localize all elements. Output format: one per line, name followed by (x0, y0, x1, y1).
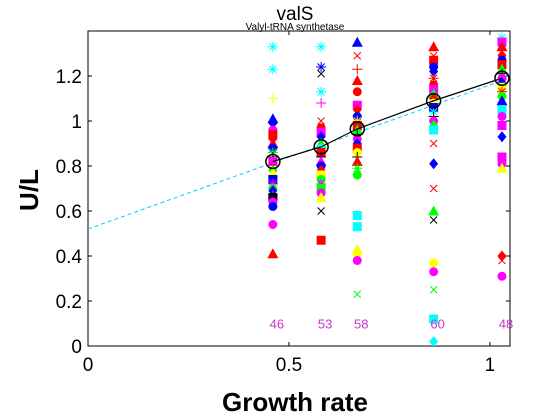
y-tick-label: 0.8 (56, 157, 82, 178)
data-point (351, 75, 363, 85)
data-point (352, 87, 362, 97)
data-region (88, 32, 510, 346)
data-point (352, 222, 362, 232)
x-tick-label: 0.5 (276, 355, 302, 376)
data-point (429, 125, 439, 135)
data-point (352, 211, 362, 220)
data-point (352, 249, 362, 259)
data-point (497, 105, 507, 115)
data-point (315, 192, 327, 202)
data-point (268, 202, 278, 211)
data-point (497, 152, 507, 162)
mean-marker (265, 153, 281, 170)
data-point (353, 290, 362, 299)
data-point (352, 64, 363, 75)
data-point (351, 156, 363, 166)
y-tick-label: 0.2 (56, 292, 82, 313)
data-point (316, 235, 326, 245)
data-point (429, 336, 439, 346)
x-axis-label: Growth rate (222, 387, 368, 417)
data-point (429, 184, 438, 193)
y-tick-label: 0.4 (56, 247, 83, 268)
data-point (497, 131, 507, 143)
data-point (268, 117, 278, 129)
sample-count-label: 53 (318, 317, 332, 332)
mean-marker (313, 139, 329, 155)
data-point (496, 95, 508, 106)
data-point (429, 139, 438, 148)
data-point (496, 162, 508, 173)
data-point (316, 41, 327, 52)
chart-title: valS (277, 4, 314, 25)
data-point (267, 93, 278, 104)
data-point (498, 256, 506, 265)
y-tick-label: 0 (71, 337, 82, 358)
data-point (429, 158, 439, 170)
y-tick-label: 0.6 (56, 202, 82, 223)
data-point (429, 314, 439, 324)
data-point (428, 73, 439, 84)
data-point (429, 55, 439, 65)
data-point (316, 86, 327, 97)
data-point (352, 256, 362, 265)
data-point (429, 216, 438, 224)
data-point (428, 41, 440, 52)
data-point (429, 66, 439, 77)
data-point (353, 51, 362, 60)
sample-count-label: 58 (354, 317, 368, 332)
mean-curve (272, 77, 503, 163)
data-point (497, 121, 507, 130)
data-point (317, 117, 325, 125)
data-point (352, 163, 363, 174)
data-point (429, 267, 439, 277)
data-point (429, 258, 439, 268)
chart-subtitle: Valyl-tRNA synthetase (246, 22, 345, 33)
plot-frame (87, 30, 511, 347)
data-point (497, 112, 507, 121)
data-point (267, 179, 278, 189)
data-point (317, 69, 325, 78)
data-point (352, 170, 362, 180)
data-point (497, 271, 507, 281)
data-point (267, 248, 279, 259)
sample-count-label: 48 (499, 317, 513, 332)
sample-count-label: 60 (430, 317, 444, 332)
mean-marker (349, 121, 366, 137)
data-point (317, 207, 325, 215)
y-tick-label: 1.2 (56, 67, 82, 88)
data-point (351, 36, 363, 47)
data-point (352, 104, 362, 116)
y-axis-label: U/L (14, 169, 44, 211)
data-point (496, 86, 507, 97)
sample-count-label: 46 (270, 317, 284, 332)
data-point (429, 285, 438, 294)
x-tick-label: 1 (485, 355, 496, 376)
data-point (316, 62, 327, 72)
x-tick-label: 0 (83, 355, 94, 376)
mean-marker (425, 93, 442, 109)
data-point (428, 205, 440, 216)
data-point (267, 64, 278, 75)
data-point (316, 98, 327, 108)
mean-marker (494, 70, 510, 86)
y-tick-label: 1 (71, 112, 82, 133)
data-point (267, 41, 278, 52)
data-point (268, 220, 278, 229)
